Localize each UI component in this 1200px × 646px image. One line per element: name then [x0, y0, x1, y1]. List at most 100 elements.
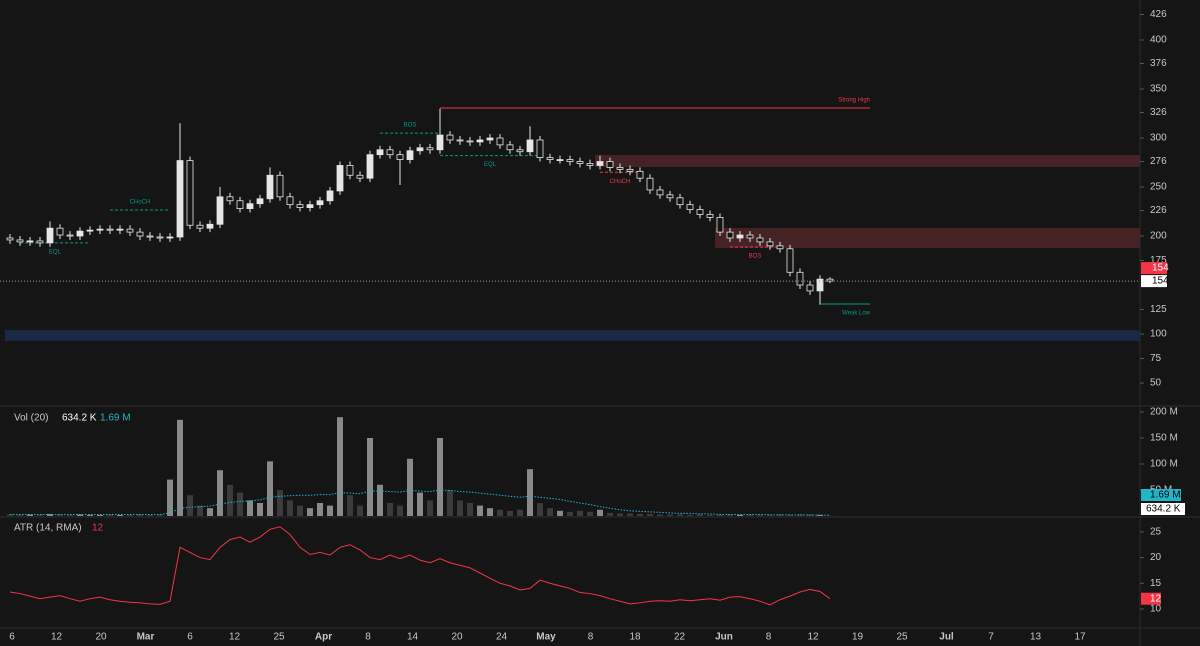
volume-badge-label: 634.2 K — [1146, 504, 1181, 515]
volume-bar — [177, 419, 183, 516]
volume-bar — [717, 514, 723, 516]
x-tick-label: 8 — [365, 632, 371, 643]
volume-bar — [167, 479, 173, 516]
candle-body — [406, 150, 414, 160]
candle-body — [686, 204, 694, 210]
candle-body — [526, 139, 534, 153]
candle-body — [96, 228, 104, 231]
volume-bar — [117, 514, 123, 516]
candle-body — [646, 177, 654, 191]
volume-title: Vol (20) — [14, 413, 48, 424]
y-tick-label: 226 — [1150, 205, 1167, 216]
volume-bar — [757, 514, 763, 516]
candle-body — [766, 241, 774, 247]
volume-bar — [467, 502, 473, 516]
zone — [715, 227, 1140, 248]
candle-body — [466, 140, 474, 143]
volume-bar — [437, 437, 443, 516]
candle-body — [806, 284, 814, 292]
volume-bar — [367, 437, 373, 516]
candle-body — [486, 137, 494, 141]
x-tick-label: 22 — [674, 632, 686, 643]
volume-bar — [597, 509, 603, 516]
volume-bar — [517, 509, 523, 516]
candle-body — [586, 163, 594, 166]
candle-body — [116, 228, 124, 231]
volume-bar — [37, 514, 43, 516]
candle-body — [516, 149, 524, 153]
volume-bar — [447, 489, 453, 516]
candle-body — [66, 234, 74, 237]
candle-body — [286, 196, 294, 206]
x-tick-label: 20 — [95, 632, 107, 643]
volume-bar — [207, 508, 213, 516]
y-tick-label: 400 — [1150, 35, 1167, 46]
candle-body — [256, 198, 264, 205]
x-tick-label: 20 — [451, 632, 463, 643]
atr-title: ATR (14, RMA) — [14, 523, 82, 534]
candle-body — [366, 154, 374, 179]
candle-body — [706, 214, 714, 218]
candle-body — [816, 278, 824, 292]
x-tick-label: Apr — [315, 632, 332, 643]
candle-body — [746, 234, 754, 239]
volume-bar — [477, 505, 483, 516]
candle-body — [86, 229, 94, 232]
candle-body — [666, 194, 674, 199]
volume-bar — [197, 505, 203, 516]
structure-label: CHoCH — [610, 179, 631, 185]
structure-label: Weak Low — [842, 311, 871, 317]
x-tick-label: 25 — [896, 632, 908, 643]
candle-body — [576, 161, 584, 164]
y-tick-label: 426 — [1150, 9, 1167, 20]
volume-bar — [787, 514, 793, 516]
candle-body — [296, 204, 304, 208]
x-tick-label: 13 — [1030, 632, 1042, 643]
volume-bar — [277, 489, 283, 516]
volume-bar — [777, 514, 783, 516]
candle-body — [276, 174, 284, 198]
candle-body — [46, 227, 54, 244]
candle-body — [716, 216, 724, 233]
candle-body — [326, 190, 334, 202]
candle-body — [386, 149, 394, 156]
volume-bar — [347, 495, 353, 516]
candle-body — [346, 165, 354, 176]
volume-bar — [187, 495, 193, 516]
candle-body — [356, 174, 364, 179]
candle-body — [596, 161, 604, 166]
candle-body — [186, 160, 194, 226]
y-tick-label: 10 — [1150, 604, 1162, 615]
volume-bar — [137, 514, 143, 516]
y-tick-label: 25 — [1150, 527, 1162, 538]
candle-body — [26, 240, 34, 243]
candle-body — [266, 174, 274, 200]
candle-body — [196, 224, 204, 229]
candle-body — [446, 134, 454, 141]
x-tick-label: 19 — [852, 632, 864, 643]
volume-bar — [47, 513, 53, 516]
volume-bar — [327, 505, 333, 516]
volume-bar — [237, 492, 243, 516]
x-tick-label: Jun — [715, 632, 733, 643]
candle-body — [396, 154, 404, 160]
candle-body — [106, 228, 114, 231]
candle-body — [566, 159, 574, 162]
y-tick-label: 20 — [1150, 552, 1162, 563]
volume-bar — [67, 514, 73, 516]
y-tick-label: 376 — [1150, 58, 1167, 69]
candle-body — [756, 237, 764, 243]
structure-label: EQL — [484, 162, 497, 168]
zone — [5, 330, 1140, 341]
zone — [595, 154, 1140, 168]
volume-bar — [747, 514, 753, 516]
volume-ma-last: 1.69 M — [100, 413, 131, 424]
candle-body — [126, 228, 134, 233]
volume-bar — [87, 514, 93, 516]
volume-bar — [547, 508, 553, 516]
volume-bar — [227, 484, 233, 516]
candle-body — [546, 157, 554, 160]
candle-body — [16, 239, 24, 243]
